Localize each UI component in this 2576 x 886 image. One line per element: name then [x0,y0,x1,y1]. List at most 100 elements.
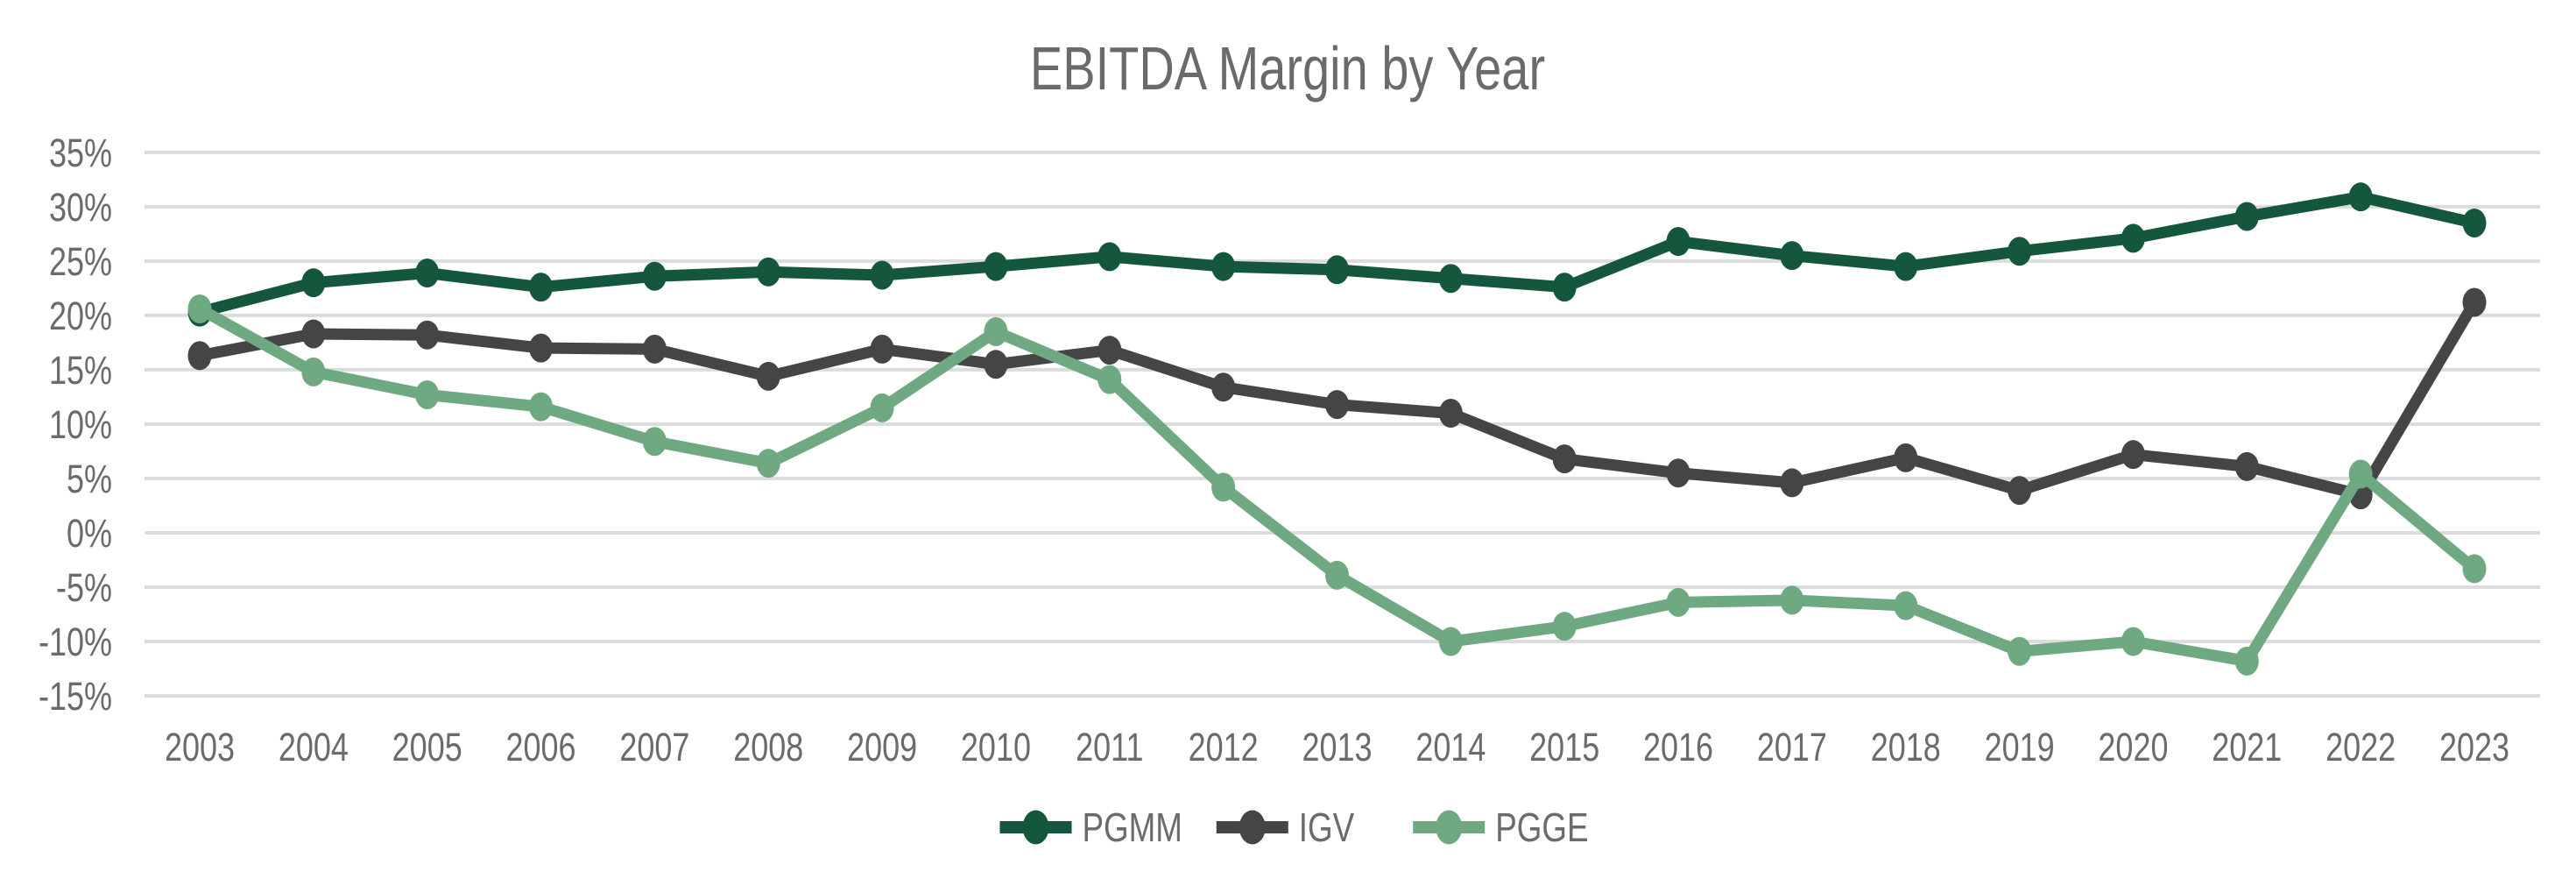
x-tick-label-2020-text: 2020 [2098,725,2168,769]
data-point-PGGE-2008 [756,449,780,478]
data-point-PGMM-2023 [2462,208,2487,237]
x-tick-label-2003: 2003 [165,725,235,769]
y-tick-label-5%: 5% [67,457,112,501]
data-point-IGV-2007 [642,334,667,364]
data-point-IGV-2005 [415,320,440,350]
data-point-PGGE-2013 [1325,560,1349,590]
x-tick-label-2020: 2020 [2098,725,2168,769]
x-tick-label-2017-text: 2017 [1757,725,1827,769]
x-tick-label-2018-text: 2018 [1871,725,1941,769]
x-tick-label-2010: 2010 [961,725,1031,769]
x-tick-label-2022-text: 2022 [2325,725,2396,769]
data-point-PGMM-2019 [2008,237,2032,266]
data-point-IGV-2006 [529,333,554,363]
chart-title-text: EBITDA Margin by Year [1030,35,1545,103]
data-point-IGV-2004 [301,319,326,349]
data-point-PGMM-2017 [1780,241,1804,271]
data-point-IGV-2020 [2121,440,2145,470]
data-point-IGV-2018 [1894,443,1918,472]
legend-label-PGMM: PGMM [1083,804,1182,850]
data-point-PGGE-2023 [2462,554,2487,584]
data-point-IGV-2015 [1552,444,1577,474]
data-point-PGGE-2012 [1211,472,1236,502]
y-tick-label--5%-text: -5% [56,565,112,610]
y-tick-label-10%-text: 10% [49,402,112,447]
data-point-IGV-2003 [187,341,212,371]
x-tick-label-2006: 2006 [506,725,576,769]
x-tick-label-2023: 2023 [2439,725,2509,769]
x-tick-label-2013-text: 2013 [1302,725,1372,769]
chart-title: EBITDA Margin by Year [1030,35,1545,103]
x-tick-label-2007: 2007 [619,725,689,769]
data-point-IGV-2016 [1666,458,1690,488]
data-point-PGMM-2021 [2234,202,2259,231]
data-point-PGGE-2021 [2234,646,2259,676]
data-point-PGMM-2013 [1325,255,1349,285]
data-point-PGGE-2019 [2008,636,2032,666]
legend: PGMM IGV PGGE [999,804,1589,850]
data-point-PGMM-2015 [1552,273,1577,302]
data-point-IGV-2014 [1438,399,1463,429]
legend-item-IGV: IGV [1216,804,1355,850]
data-point-PGMM-2014 [1438,264,1463,294]
legend-dot-icon-PGMM [1022,810,1049,845]
y-tick-label-20%-text: 20% [49,294,112,338]
data-point-PGMM-2018 [1894,252,1918,281]
x-tick-label-2011: 2011 [1076,725,1143,769]
data-point-PGMM-2009 [870,260,894,290]
y-tick-label--10%: -10% [39,620,112,664]
x-tick-label-2016-text: 2016 [1643,725,1713,769]
y-tick-label-0%-text: 0% [67,511,112,556]
x-tick-label-2019-text: 2019 [1985,725,2055,769]
data-point-PGGE-2005 [415,379,440,409]
y-tick-label-20%: 20% [49,294,112,338]
x-tick-label-2014-text: 2014 [1415,725,1486,769]
x-tick-label-2016: 2016 [1643,725,1713,769]
data-point-PGMM-2004 [301,268,326,298]
data-point-PGGE-2022 [2348,459,2373,489]
y-tick-label-25%-text: 25% [49,239,112,284]
y-tick-label--5%: -5% [56,565,112,610]
x-axis-year-labels: 2003 2004 2005 2006 2007 2008 2009 2010 2011 2012… [165,725,2509,769]
data-point-PGGE-2007 [642,427,667,457]
data-point-IGV-2019 [2008,476,2032,506]
data-point-PGMM-2008 [756,257,780,287]
data-point-PGGE-2014 [1438,627,1463,656]
y-tick-label-30%-text: 30% [49,185,112,230]
x-tick-label-2005-text: 2005 [392,725,462,769]
y-tick-label-5%-text: 5% [67,457,112,501]
x-tick-label-2006-text: 2006 [506,725,576,769]
legend-label-IGV-text: IGV [1299,804,1355,850]
data-point-PGMM-2005 [415,259,440,288]
data-point-PGMM-2012 [1211,252,1236,281]
x-tick-label-2012: 2012 [1189,725,1259,769]
x-tick-label-2023-text: 2023 [2439,725,2509,769]
y-axis-tick-labels: 35% 30% 25% 20% 15% 10% 5% 0% -5% -10% -15% [39,131,112,719]
data-point-IGV-2009 [870,334,894,364]
legend-label-PGGE: PGGE [1495,804,1588,850]
legend-item-PGMM: PGMM [999,804,1182,850]
x-tick-label-2021-text: 2021 [2212,725,2282,769]
data-point-IGV-2023 [2462,287,2487,317]
x-tick-label-2014: 2014 [1415,725,1486,769]
x-tick-label-2022: 2022 [2325,725,2396,769]
data-point-PGGE-2015 [1552,612,1577,641]
data-point-IGV-2012 [1211,372,1236,402]
x-tick-label-2019: 2019 [1985,725,2055,769]
data-point-IGV-2008 [756,361,780,391]
data-point-PGMM-2006 [529,273,554,302]
y-tick-label-35%: 35% [49,131,112,175]
y-tick-label-15%-text: 15% [49,348,112,393]
y-tick-label-10%: 10% [49,402,112,447]
y-tick-label-15%: 15% [49,348,112,393]
x-tick-label-2005: 2005 [392,725,462,769]
legend-dot-icon-PGGE [1436,810,1463,845]
data-point-PGMM-2010 [984,252,1008,281]
legend-label-IGV: IGV [1299,804,1355,850]
data-point-PGGE-2011 [1097,365,1122,394]
data-point-PGGE-2016 [1666,587,1690,617]
y-tick-label-35%-text: 35% [49,131,112,175]
x-tick-label-2009-text: 2009 [847,725,917,769]
data-point-IGV-2011 [1097,336,1122,365]
legend-item-PGGE: PGGE [1413,804,1589,850]
